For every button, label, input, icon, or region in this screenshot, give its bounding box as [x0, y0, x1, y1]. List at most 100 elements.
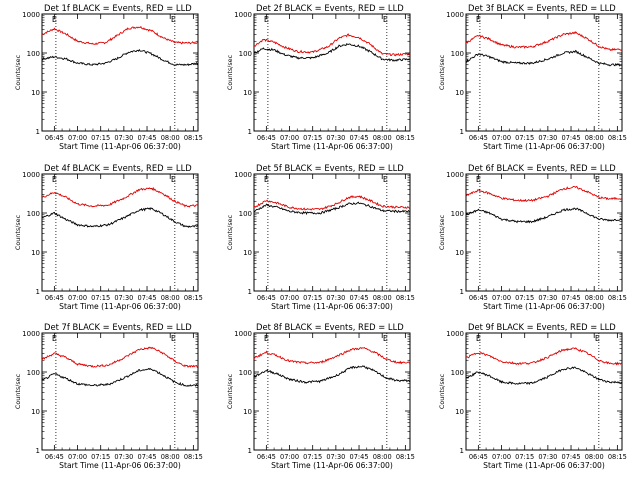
- x-tick-label: 06:45: [257, 453, 276, 461]
- plot-frame: [41, 13, 199, 132]
- x-tick-label: 08:00: [161, 453, 180, 461]
- y-tick-label: 10: [243, 89, 252, 97]
- x-tick-label: 07:15: [303, 294, 322, 302]
- plot-frame: [41, 173, 199, 292]
- x-tick-label: 06:45: [45, 134, 64, 142]
- detector-plot-6: Det 6f BLACK = Events, RED = LLD 1 10 100 10…: [438, 163, 627, 311]
- x-tick-label: 07:15: [91, 453, 110, 461]
- x-tick-label: 08:15: [184, 453, 203, 461]
- y-tick-label: 1000: [22, 330, 40, 338]
- y-axis-label: Counts/sec: [438, 214, 446, 250]
- y-tick-label: 1000: [22, 171, 40, 179]
- x-tick-label: 08:00: [373, 134, 392, 142]
- x-tick-label: 07:45: [138, 453, 157, 461]
- plot-frame: [41, 332, 199, 451]
- x-tick-label: 07:30: [326, 294, 345, 302]
- x-tick-label: 07:45: [350, 453, 369, 461]
- plot-title: Det 5f BLACK = Events, RED = LLD: [256, 163, 404, 173]
- lld-series-line: [41, 346, 199, 369]
- detector-plot-2: Det 2f BLACK = Events, RED = LLD 1 10 100 10…: [226, 3, 415, 151]
- detector-plot-3: Det 3f BLACK = Events, RED = LLD 1 10 100 10…: [438, 3, 627, 151]
- eclipse-marker-label: E: [595, 334, 600, 343]
- detector-plot-8: Det 8f BLACK = Events, RED = LLD 1 10 100 10…: [226, 322, 415, 470]
- x-tick-label: 07:45: [562, 134, 581, 142]
- plot-title: Det 2f BLACK = Events, RED = LLD: [256, 3, 404, 13]
- eclipse-marker-label: E: [52, 175, 57, 184]
- x-tick-label: 07:15: [303, 134, 322, 142]
- x-axis-label: Start Time (11-Apr-06 06:37:00): [483, 142, 605, 151]
- y-tick-label: 1: [248, 128, 252, 136]
- x-tick-label: 08:15: [396, 453, 415, 461]
- plot-frame: [253, 173, 411, 292]
- x-tick-label: 06:45: [469, 134, 488, 142]
- eclipse-marker-label: E: [383, 15, 388, 24]
- y-axis-label: Counts/sec: [14, 54, 22, 90]
- x-tick-label: 07:15: [303, 453, 322, 461]
- x-tick-label: 07:45: [562, 294, 581, 302]
- plot-title: Det 7f BLACK = Events, RED = LLD: [44, 322, 192, 332]
- eclipse-marker-label: E: [476, 15, 481, 24]
- x-tick-label: 07:45: [350, 134, 369, 142]
- lld-series-line: [253, 33, 411, 57]
- x-tick-label: 07:30: [326, 453, 345, 461]
- x-tick-label: 07:45: [138, 134, 157, 142]
- y-tick-label: 100: [451, 369, 464, 377]
- y-tick-label: 10: [31, 408, 40, 416]
- events-series-line: [465, 366, 623, 386]
- eclipse-marker-label: E: [171, 15, 176, 24]
- lld-series-line: [253, 195, 411, 211]
- y-tick-label: 1000: [234, 330, 252, 338]
- x-tick-label: 08:15: [184, 294, 203, 302]
- detector-plot-4: Det 4f BLACK = Events, RED = LLD 1 10 100 10…: [14, 163, 203, 311]
- y-tick-label: 10: [243, 249, 252, 257]
- x-tick-label: 07:45: [562, 453, 581, 461]
- eclipse-marker-label: E: [476, 334, 481, 343]
- eclipse-marker-label: E: [52, 15, 57, 24]
- x-tick-label: 07:30: [114, 453, 133, 461]
- x-axis-label: Start Time (11-Apr-06 06:37:00): [59, 302, 181, 311]
- eclipse-marker-label: E: [264, 15, 269, 24]
- y-axis-label: Counts/sec: [14, 214, 22, 250]
- y-tick-label: 1: [248, 288, 252, 296]
- lld-series-line: [465, 185, 623, 202]
- x-tick-label: 07:00: [280, 453, 299, 461]
- x-tick-label: 08:00: [373, 294, 392, 302]
- lld-series-line: [41, 25, 198, 45]
- y-tick-label: 1000: [22, 11, 40, 19]
- plot-frame: [465, 173, 623, 292]
- events-series-line: [41, 367, 198, 387]
- x-tick-label: 06:45: [257, 134, 276, 142]
- y-axis-label: Counts/sec: [226, 373, 234, 409]
- events-series-line: [465, 49, 623, 67]
- y-axis-label: Counts/sec: [14, 373, 22, 409]
- x-tick-label: 07:30: [538, 134, 557, 142]
- y-tick-label: 1: [36, 128, 40, 136]
- x-axis-label: Start Time (11-Apr-06 06:37:00): [271, 142, 393, 151]
- detector-plot-1: Det 1f BLACK = Events, RED = LLD 1 10 100 10…: [14, 3, 203, 151]
- x-tick-label: 07:15: [515, 453, 534, 461]
- x-tick-label: 08:00: [585, 453, 604, 461]
- x-tick-label: 07:30: [538, 294, 557, 302]
- y-axis-label: Counts/sec: [226, 54, 234, 90]
- plot-frame: [253, 332, 411, 451]
- x-tick-label: 07:15: [91, 294, 110, 302]
- y-tick-label: 100: [27, 50, 40, 58]
- plot-title: Det 1f BLACK = Events, RED = LLD: [44, 3, 192, 13]
- events-series-line: [465, 207, 623, 224]
- eclipse-marker-label: E: [264, 175, 269, 184]
- x-tick-label: 06:45: [45, 294, 64, 302]
- x-tick-label: 07:15: [91, 134, 110, 142]
- x-tick-label: 07:30: [114, 294, 133, 302]
- x-tick-label: 08:00: [161, 294, 180, 302]
- y-tick-label: 100: [27, 210, 40, 218]
- y-tick-label: 100: [239, 369, 252, 377]
- x-tick-label: 08:15: [396, 294, 415, 302]
- x-tick-label: 07:45: [350, 294, 369, 302]
- y-tick-label: 10: [31, 249, 40, 257]
- lld-series-line: [465, 347, 623, 366]
- x-tick-label: 07:15: [515, 134, 534, 142]
- x-tick-label: 08:00: [585, 294, 604, 302]
- y-tick-label: 1: [460, 447, 464, 455]
- y-tick-label: 10: [243, 408, 252, 416]
